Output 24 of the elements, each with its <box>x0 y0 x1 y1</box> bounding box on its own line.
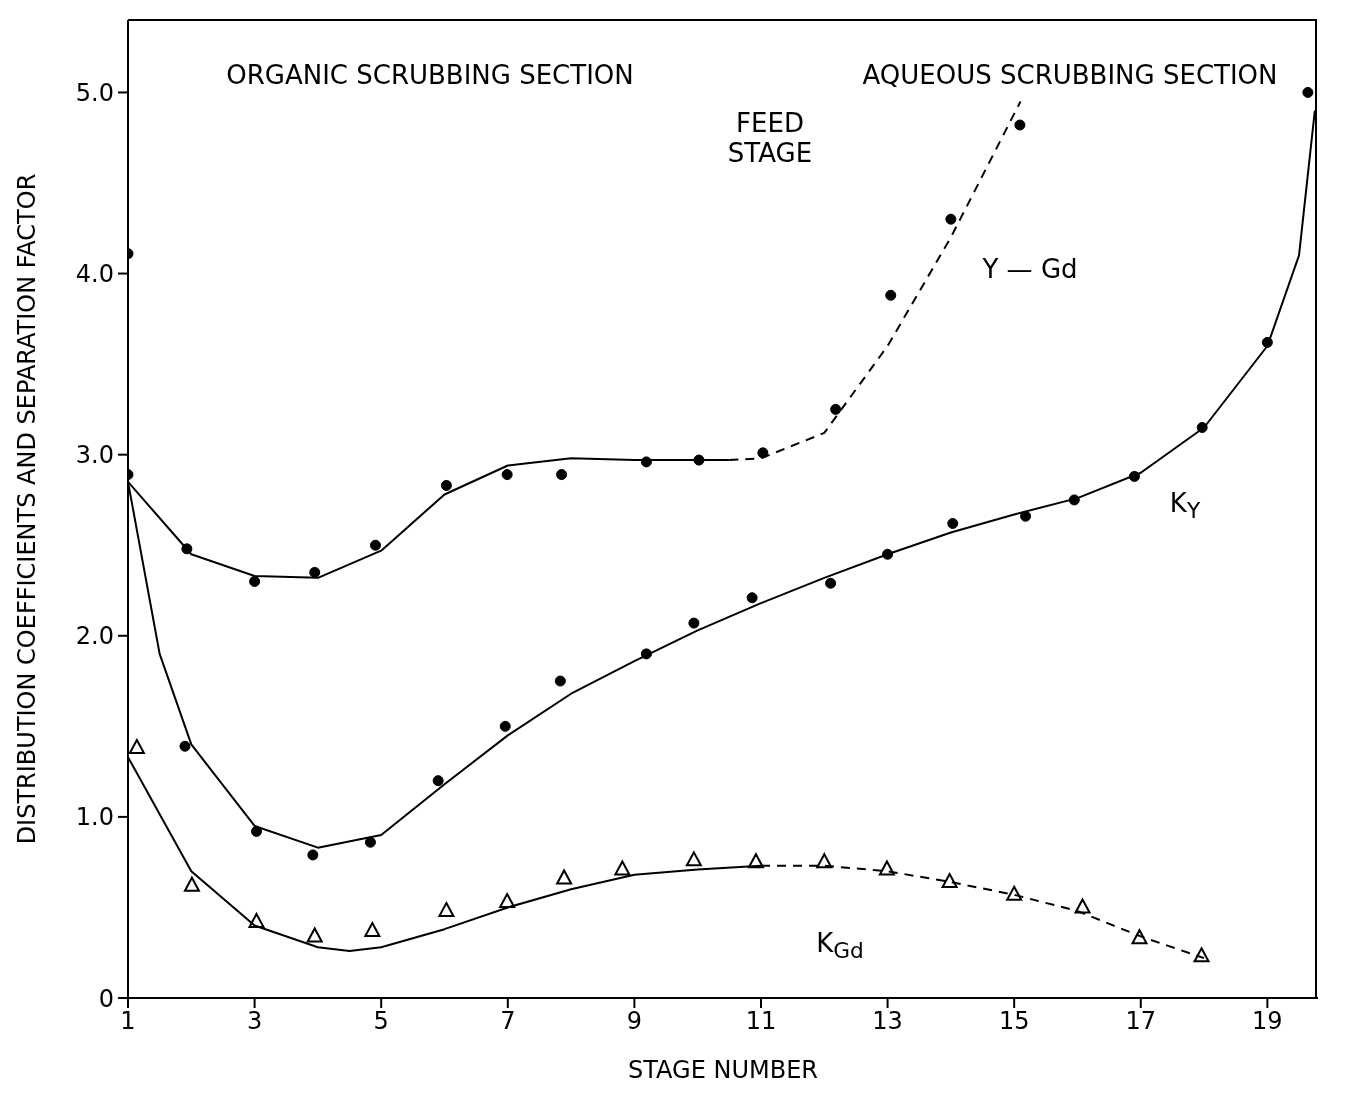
y-tick-label: 2.0 <box>75 622 114 651</box>
x-tick-label: 5 <box>373 1007 389 1036</box>
annotation: Y — Gd <box>981 254 1079 284</box>
y-axis-title: DISTRIBUTION COEFFICIENTS AND SEPARATION FACTOR <box>12 173 41 845</box>
y-tick-label: 1.0 <box>75 803 114 832</box>
annotation: AQUEOUS SCRUBBING SECTION <box>861 60 1279 90</box>
x-tick-label: 17 <box>1125 1007 1157 1036</box>
annotation: K$_{Y}$ <box>1168 488 1202 526</box>
y-tick-label: 4.0 <box>75 260 114 289</box>
y-tick-label: 5.0 <box>75 78 114 107</box>
y-tick-label: 0 <box>98 984 114 1013</box>
annotation: ORGANIC SCRUBBING SECTION <box>225 60 635 90</box>
x-tick-label: 1 <box>120 1007 136 1036</box>
x-tick-label: 3 <box>246 1007 263 1036</box>
y-tick-label: 3.0 <box>75 441 114 470</box>
x-tick-label: 19 <box>1252 1007 1283 1036</box>
x-tick-label: 9 <box>626 1007 643 1036</box>
x-axis-title: STAGE NUMBER <box>628 1056 818 1084</box>
annotation: K$_{Gd}$ <box>815 928 865 966</box>
x-tick-label: 15 <box>998 1007 1030 1036</box>
x-tick-label: 11 <box>745 1007 777 1036</box>
annotation: FEED STAGE <box>726 108 814 168</box>
x-tick-label: 7 <box>500 1007 516 1036</box>
x-tick-label: 13 <box>872 1007 903 1036</box>
